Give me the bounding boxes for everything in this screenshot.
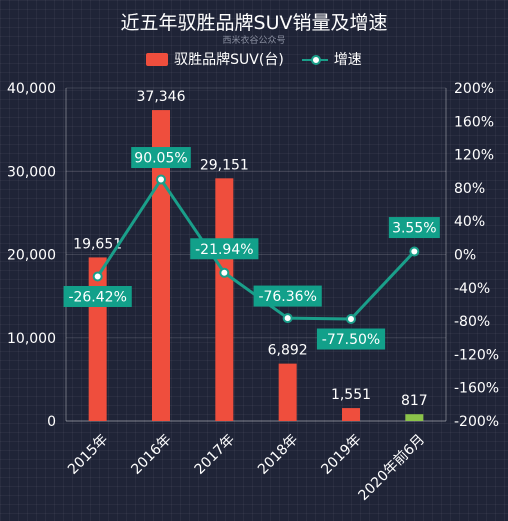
legend-label-sales: 驭胜品牌SUV(台) bbox=[174, 52, 284, 68]
growth-label-box bbox=[131, 147, 191, 169]
legend-item-sales[interactable]: 驭胜品牌SUV(台) bbox=[146, 49, 284, 69]
growth-point bbox=[92, 271, 103, 282]
growth-point bbox=[219, 267, 230, 278]
chart-title: 近五年驭胜品牌SUV销量及增速 bbox=[120, 12, 388, 34]
legend-item-growth[interactable]: 增速 bbox=[301, 49, 362, 69]
x-tick-label: 2018年 bbox=[255, 431, 301, 477]
y-left-tick-label: 0 bbox=[47, 414, 56, 430]
growth-label-box bbox=[63, 285, 132, 307]
y-right-tick-label: 160% bbox=[454, 114, 494, 130]
growth-point bbox=[346, 314, 356, 325]
x-tick-label: 2019年 bbox=[318, 431, 364, 477]
y-right-tick-label: -80% bbox=[454, 314, 490, 330]
growth-point bbox=[156, 174, 166, 185]
legend-line-marker-icon bbox=[301, 53, 328, 66]
growth-value-label: -76.36% bbox=[258, 289, 316, 305]
bar-value-label: 6,892 bbox=[268, 343, 308, 359]
legend: 驭胜品牌SUV(台) 增速 bbox=[0, 49, 508, 69]
growth-value-label: 3.55% bbox=[392, 221, 436, 237]
x-tick-label: 2015年 bbox=[65, 431, 111, 477]
bar bbox=[88, 257, 107, 421]
growth-label-box bbox=[316, 328, 386, 350]
growth-value-label: -21.94% bbox=[195, 242, 253, 258]
x-tick-label: 2020年前6月 bbox=[355, 431, 428, 504]
y-right-tick-label: -120% bbox=[454, 347, 499, 363]
growth-point bbox=[282, 313, 293, 324]
y-right-tick-label: -40% bbox=[454, 281, 490, 297]
bar bbox=[342, 408, 360, 421]
bar bbox=[405, 414, 424, 421]
y-left-tick-label: 30,000 bbox=[7, 164, 56, 180]
bar bbox=[278, 363, 297, 421]
y-right-tick-label: -200% bbox=[454, 414, 499, 430]
bar-value-label: 817 bbox=[401, 393, 428, 409]
bar bbox=[215, 178, 234, 421]
y-left-tick-label: 20,000 bbox=[7, 248, 56, 264]
growth-value-label: -77.50% bbox=[322, 332, 380, 348]
y-right-tick-label: 120% bbox=[454, 148, 494, 164]
growth-point bbox=[409, 246, 420, 257]
x-tick-label: 2017年 bbox=[192, 431, 238, 477]
y-right-tick-label: 200% bbox=[454, 81, 494, 97]
y-right-tick-label: 0% bbox=[454, 248, 476, 264]
legend-bar-swatch-icon bbox=[146, 52, 169, 66]
y-left-tick-label: 10,000 bbox=[7, 331, 56, 347]
bar-value-label: 19,651 bbox=[73, 236, 122, 252]
y-right-tick-label: 40% bbox=[454, 214, 485, 230]
y-right-tick-label: -160% bbox=[454, 381, 499, 397]
growth-label-box bbox=[388, 217, 440, 239]
x-tick-label: 2016年 bbox=[128, 431, 174, 477]
growth-label-box bbox=[253, 285, 322, 307]
legend-label-growth: 增速 bbox=[333, 52, 362, 68]
growth-value-label: 90.05% bbox=[134, 151, 187, 167]
y-right-tick-label: 80% bbox=[454, 181, 485, 197]
y-left-tick-label: 40,000 bbox=[7, 81, 56, 97]
bar-value-label: 37,346 bbox=[137, 89, 186, 105]
bar-value-label: 29,151 bbox=[200, 157, 249, 173]
chart-subtitle: 西米衣谷公众号 bbox=[222, 36, 286, 46]
bar-value-label: 1,551 bbox=[331, 387, 371, 403]
growth-label-box bbox=[190, 238, 259, 260]
growth-value-label: -26.42% bbox=[68, 289, 126, 305]
